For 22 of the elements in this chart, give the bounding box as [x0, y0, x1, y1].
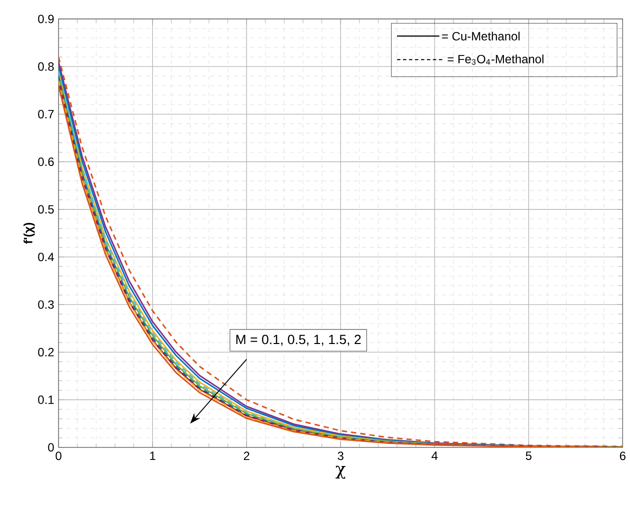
y-tick-label: 0.5	[38, 205, 54, 214]
x-tick-label: 6	[620, 452, 626, 460]
x-axis-title: χ	[336, 466, 346, 479]
y-axis-title: f'(χ)	[24, 222, 35, 244]
y-tick-label: 0.2	[38, 348, 54, 356]
x-tick-label: 0	[56, 452, 62, 460]
y-tick-label: 0.3	[38, 300, 54, 309]
y-tick-label: 0.1	[38, 396, 54, 404]
annotation: = Fe$_{3}$O$_{4}$-Methanol	[448, 54, 544, 65]
annotation: = Cu-Methanol	[442, 32, 520, 41]
y-tick-label: 0.9	[38, 14, 54, 24]
y-tick-label: 0.6	[38, 158, 54, 166]
x-tick-label: 2	[244, 452, 250, 460]
y-tick-label: 0.8	[38, 62, 54, 71]
annotation: M = 0.1, 0.5, 1, 1.5, 2	[236, 334, 361, 346]
x-tick-label: 3	[338, 452, 344, 460]
y-tick-label: 0	[48, 443, 54, 452]
y-tick-label: 0.7	[38, 110, 54, 118]
x-tick-label: 1	[150, 452, 156, 460]
x-tick-label: 4	[432, 452, 438, 460]
y-tick-label: 0.4	[38, 252, 54, 262]
x-tick-label: 5	[526, 452, 532, 460]
